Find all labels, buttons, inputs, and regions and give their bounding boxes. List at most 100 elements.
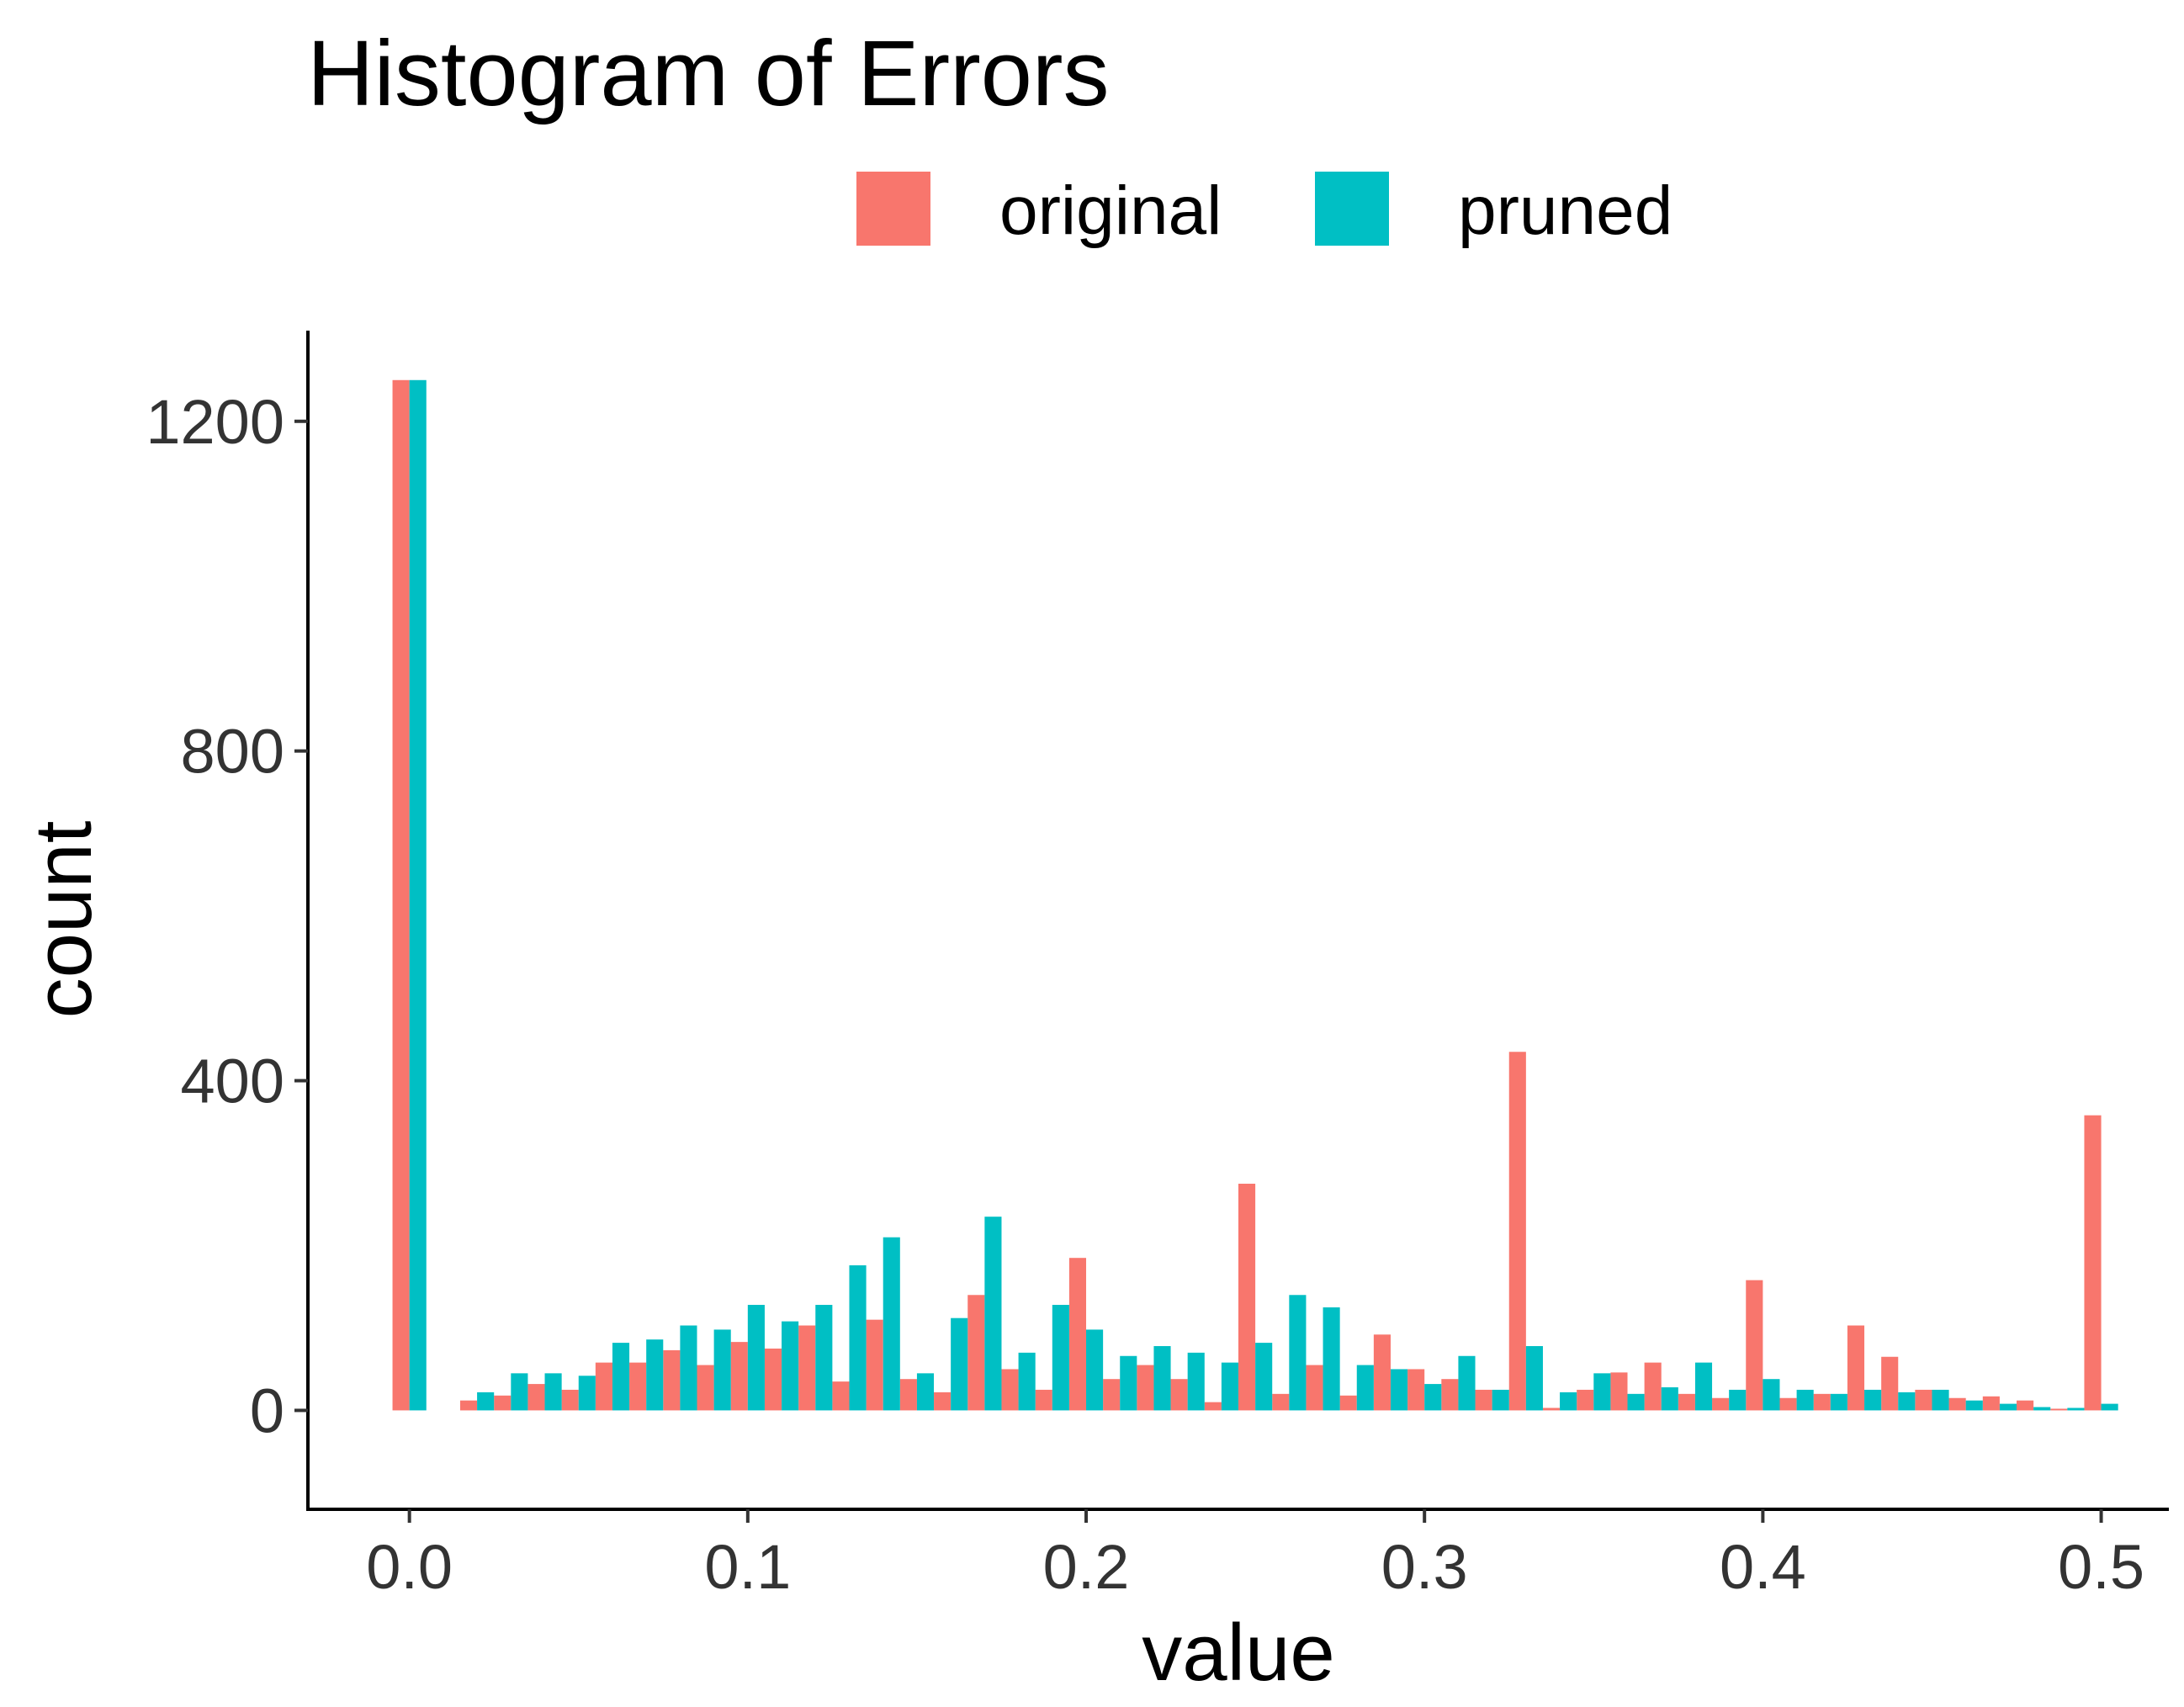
y-axis-title: count: [19, 821, 109, 1019]
bar-pruned-26: [1323, 1307, 1340, 1411]
bar-original-5: [595, 1362, 612, 1411]
bar-original-7: [663, 1349, 681, 1411]
bar-pruned-16: [984, 1217, 1002, 1411]
bar-original-35: [1610, 1372, 1628, 1411]
bar-original-47: [2017, 1400, 2034, 1411]
bar-pruned-15: [951, 1317, 968, 1411]
bar-original-26: [1306, 1365, 1323, 1411]
bar-original-41: [1813, 1393, 1831, 1411]
bar-original-30: [1441, 1379, 1459, 1411]
bar-pruned-5: [612, 1343, 630, 1411]
bar-pruned-31: [1492, 1389, 1509, 1411]
bar-original-46: [1982, 1396, 2000, 1411]
bar-pruned-43: [1898, 1392, 1916, 1411]
bar-pruned-18: [1052, 1305, 1069, 1411]
x-tick-label-1: 0.1: [704, 1532, 791, 1602]
bar-pruned-49: [2101, 1403, 2118, 1411]
bar-pruned-20: [1120, 1355, 1137, 1411]
bar-original-6: [629, 1362, 647, 1411]
bar-pruned-41: [1830, 1393, 1847, 1411]
bar-original-37: [1678, 1393, 1695, 1411]
bar-pruned-35: [1627, 1393, 1645, 1411]
bar-pruned-8: [713, 1329, 731, 1411]
bar-original-19: [1068, 1258, 1087, 1411]
bar-pruned-39: [1763, 1379, 1780, 1411]
bar-pruned-38: [1729, 1389, 1747, 1411]
bar-pruned-0: [409, 379, 427, 1411]
bar-pruned-24: [1255, 1343, 1273, 1411]
bar-pruned-7: [680, 1325, 697, 1411]
bar-original-48: [2050, 1408, 2068, 1411]
bar-original-16: [967, 1295, 985, 1411]
bar-original-0: [392, 379, 410, 1411]
bar-pruned-4: [578, 1376, 596, 1411]
bar-pruned-12: [849, 1265, 867, 1411]
bar-pruned-32: [1525, 1346, 1543, 1411]
bar-pruned-44: [1932, 1389, 1949, 1411]
bar-original-21: [1137, 1365, 1154, 1411]
bars-layer: [392, 379, 2118, 1411]
x-tick-label-0: 0.0: [366, 1532, 453, 1602]
bar-pruned-13: [883, 1237, 900, 1411]
legend: original pruned: [856, 172, 1672, 249]
y-tick-label-0: 0: [250, 1376, 284, 1445]
bar-pruned-37: [1694, 1362, 1713, 1411]
bar-original-38: [1712, 1397, 1730, 1411]
x-tick-label-2: 0.2: [1043, 1532, 1130, 1602]
bar-pruned-33: [1560, 1392, 1577, 1411]
bar-pruned-23: [1221, 1362, 1238, 1411]
bar-original-43: [1881, 1356, 1899, 1411]
bar-original-27: [1339, 1395, 1357, 1411]
bar-pruned-27: [1356, 1365, 1374, 1411]
bar-pruned-30: [1458, 1355, 1476, 1411]
bar-pruned-42: [1864, 1389, 1882, 1411]
bar-original-12: [832, 1381, 850, 1411]
bar-pruned-2: [511, 1373, 528, 1411]
legend-label-pruned: pruned: [1458, 172, 1672, 249]
x-axis-ticks: 0.0 0.1 0.2 0.3 0.4 0.5: [366, 1509, 2144, 1602]
bar-original-2: [494, 1395, 512, 1411]
bar-original-4: [561, 1389, 579, 1411]
legend-swatch-original: [856, 172, 930, 246]
y-tick-label-3: 1200: [146, 387, 284, 457]
bar-pruned-21: [1153, 1346, 1171, 1411]
bar-original-18: [1035, 1389, 1052, 1411]
bar-pruned-47: [2033, 1407, 2051, 1411]
bar-original-23: [1204, 1402, 1222, 1411]
chart-title: Histogram of Errors: [307, 22, 1110, 125]
bar-original-36: [1644, 1362, 1662, 1411]
x-tick-label-5: 0.5: [2058, 1532, 2144, 1602]
bar-original-17: [1001, 1369, 1019, 1411]
x-tick-label-4: 0.4: [1720, 1532, 1806, 1602]
bar-original-15: [934, 1392, 952, 1411]
bar-pruned-25: [1289, 1295, 1307, 1411]
bar-original-44: [1915, 1389, 1932, 1411]
bar-original-22: [1170, 1379, 1188, 1411]
bar-original-3: [527, 1384, 545, 1411]
bar-original-34: [1577, 1389, 1594, 1411]
bar-original-42: [1847, 1325, 1865, 1411]
bar-pruned-28: [1390, 1369, 1408, 1411]
bar-pruned-14: [916, 1373, 935, 1411]
y-tick-label-2: 800: [181, 717, 284, 787]
bar-pruned-10: [782, 1321, 799, 1411]
bar-pruned-46: [1999, 1403, 2017, 1411]
bar-original-1: [459, 1400, 478, 1411]
bar-original-10: [764, 1348, 782, 1411]
bar-pruned-9: [747, 1305, 765, 1411]
bar-original-25: [1272, 1393, 1290, 1411]
bar-original-45: [1948, 1397, 1966, 1411]
legend-swatch-pruned: [1315, 172, 1389, 246]
bar-original-49: [2084, 1115, 2102, 1411]
bar-pruned-34: [1593, 1373, 1611, 1411]
bar-original-39: [1746, 1280, 1763, 1411]
bar-original-24: [1238, 1184, 1256, 1411]
x-axis-title: value: [1142, 1608, 1335, 1698]
bar-original-29: [1407, 1369, 1425, 1411]
bar-pruned-48: [2067, 1407, 2085, 1411]
bar-pruned-3: [544, 1373, 562, 1411]
bar-original-40: [1779, 1397, 1797, 1411]
bar-original-32: [1508, 1052, 1526, 1411]
bar-pruned-36: [1661, 1387, 1678, 1411]
